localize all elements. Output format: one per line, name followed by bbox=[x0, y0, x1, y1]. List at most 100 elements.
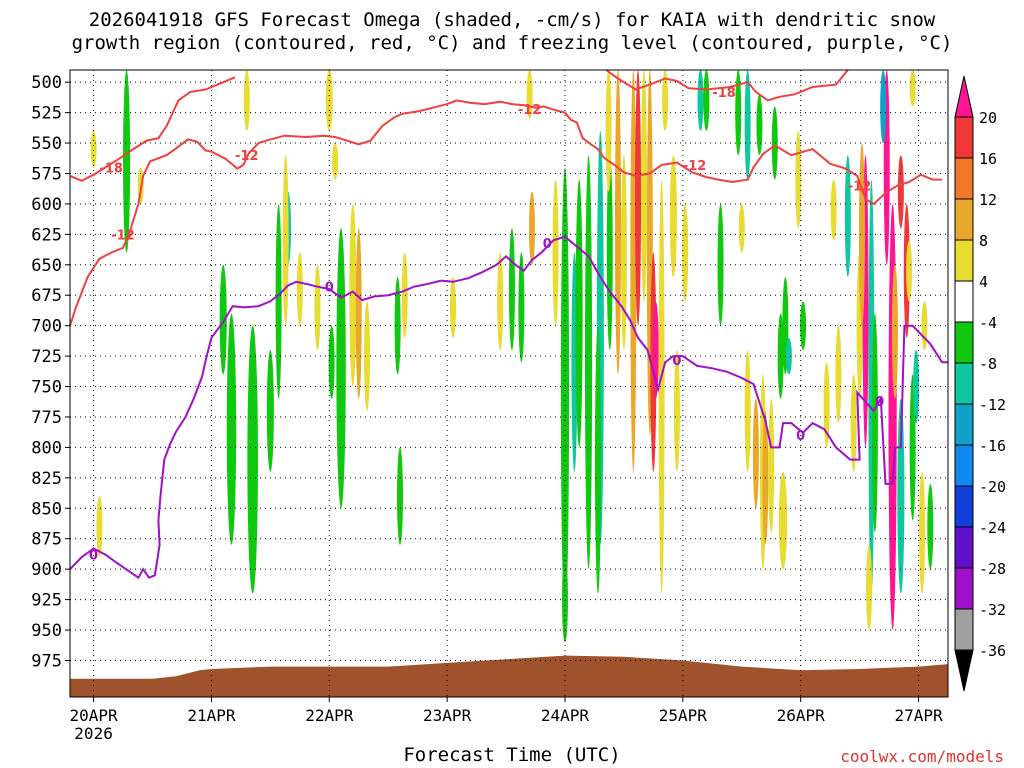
colorbar-bin bbox=[954, 198, 974, 241]
colorbar-label: 8 bbox=[979, 232, 988, 250]
colorbar-label: -20 bbox=[979, 478, 1006, 496]
colorbar-label: -36 bbox=[979, 642, 1006, 660]
omega-shade-16 bbox=[355, 228, 362, 399]
freezing-contour-line-0 bbox=[69, 235, 948, 580]
omega-shade-95 bbox=[90, 130, 97, 168]
omega-shade-47 bbox=[662, 70, 669, 131]
omega-shade-27 bbox=[518, 252, 525, 363]
y-tick-label: 550 bbox=[31, 134, 62, 154]
colorbar-label: -32 bbox=[979, 601, 1006, 619]
omega-shade-59 bbox=[752, 398, 759, 509]
colorbar-label: 16 bbox=[979, 150, 997, 168]
omega-shade-25 bbox=[508, 228, 515, 351]
omega-shade-96 bbox=[314, 264, 321, 351]
omega-shade-62 bbox=[768, 398, 775, 533]
omega-shade-40 bbox=[630, 70, 637, 472]
colorbar-label: 12 bbox=[979, 191, 997, 209]
colorbar-bin bbox=[954, 116, 974, 159]
colorbar-bin bbox=[954, 649, 974, 692]
dgz-contour-line-5 bbox=[605, 69, 849, 102]
omega-shade-28 bbox=[552, 179, 559, 326]
omega-shade-74 bbox=[850, 374, 857, 472]
colorbar-bin bbox=[954, 321, 974, 364]
y-tick-label: 525 bbox=[31, 104, 62, 124]
omega-shade-24 bbox=[497, 252, 504, 351]
omega-shade-21 bbox=[396, 447, 403, 545]
y-tick-label: 725 bbox=[31, 347, 62, 367]
y-tick-label: 500 bbox=[31, 73, 62, 93]
omega-shade-13 bbox=[332, 143, 339, 180]
colorbar-bin bbox=[954, 157, 974, 200]
omega-shade-79 bbox=[871, 313, 878, 533]
omega-shade-71 bbox=[835, 325, 842, 424]
omega-shade-80 bbox=[866, 544, 873, 631]
omega-shade-48 bbox=[669, 155, 677, 277]
omega-shade-90 bbox=[919, 471, 926, 594]
colorbar-bin bbox=[954, 280, 974, 323]
omega-shade-56 bbox=[756, 94, 763, 156]
colorbar-label: -8 bbox=[979, 355, 997, 373]
colorbar-label: -4 bbox=[979, 314, 997, 332]
omega-shade-11 bbox=[296, 252, 303, 326]
y-tick-label: 950 bbox=[31, 621, 62, 641]
omega-shade-68 bbox=[795, 130, 802, 229]
y-tick-label: 600 bbox=[31, 195, 62, 215]
omega-shade-63 bbox=[778, 471, 788, 570]
omega-shade-91 bbox=[927, 483, 934, 570]
colorbar-bin bbox=[954, 362, 974, 405]
colorbar-bin bbox=[954, 403, 974, 446]
omega-shade-3 bbox=[243, 70, 250, 131]
freezing-contour-label-2: 0 bbox=[543, 237, 552, 252]
x-tick-label: 23APR bbox=[423, 706, 472, 725]
dgz-contour-label-3: -12 bbox=[518, 103, 542, 118]
x-tick-label: 24APR bbox=[541, 706, 590, 725]
omega-shade-0 bbox=[96, 496, 103, 557]
freezing-contour-label-1: 0 bbox=[325, 281, 334, 296]
omega-shade-35 bbox=[606, 155, 613, 351]
y-tick-label: 650 bbox=[31, 256, 62, 276]
x-tick-label: 20APR bbox=[69, 706, 118, 725]
y-axis: 500 525 550 575 600 625 650 675 700 725 750 775 800 8… bbox=[31, 73, 70, 671]
colorbar-label: -12 bbox=[979, 396, 1006, 414]
omega-shade-92 bbox=[921, 301, 928, 351]
omega-shade-55 bbox=[744, 70, 751, 180]
omega-shade-93 bbox=[906, 240, 913, 302]
colorbar-bin bbox=[954, 75, 974, 118]
omega-shade-89 bbox=[913, 350, 920, 424]
omega-shade-10 bbox=[282, 155, 289, 326]
omega-shade-33 bbox=[585, 155, 593, 570]
colorbar-label: -24 bbox=[979, 519, 1006, 537]
omega-shade-38 bbox=[615, 70, 622, 375]
omega-shade-29 bbox=[560, 167, 570, 618]
omega-shade-85 bbox=[897, 155, 904, 229]
dgz-contour-line-1 bbox=[69, 99, 943, 327]
x-axis: 20APR 21APR 22APR 23APR 24APR 25APR 26APR 27APR… bbox=[69, 697, 943, 743]
freezing-contour-label-5: 0 bbox=[875, 395, 884, 410]
omega-shade-17 bbox=[363, 301, 370, 411]
dgz-contour-label-4: -12 bbox=[683, 159, 707, 174]
y-tick-label: 825 bbox=[31, 469, 62, 489]
omega-shade-41 bbox=[635, 70, 642, 326]
omega-shade-49 bbox=[673, 350, 680, 472]
dgz-contour-label-2: -12 bbox=[235, 149, 259, 164]
omega-shade-69 bbox=[800, 301, 807, 351]
omega-shade-67 bbox=[771, 106, 778, 180]
omega-shade-58 bbox=[744, 350, 751, 472]
plot-frame bbox=[69, 69, 949, 698]
x-tick-label: 26APR bbox=[777, 706, 826, 725]
omega-shade-19 bbox=[394, 276, 401, 375]
colorbar-bin bbox=[954, 239, 974, 282]
omega-shade-15 bbox=[349, 203, 357, 387]
omega-shade-5 bbox=[226, 313, 237, 545]
colorbar-label: -16 bbox=[979, 437, 1006, 455]
colorbar-bin bbox=[954, 485, 974, 528]
freezing-contour-label-3: 0 bbox=[672, 354, 681, 369]
colorbar-label: 20 bbox=[979, 109, 997, 127]
omega-shade-66 bbox=[785, 337, 792, 375]
omega-shade-84 bbox=[891, 264, 898, 399]
colorbar-label: 4 bbox=[979, 273, 988, 291]
grid bbox=[70, 70, 948, 697]
omega-shade-39 bbox=[620, 155, 627, 351]
omega-shade-51 bbox=[697, 70, 704, 131]
